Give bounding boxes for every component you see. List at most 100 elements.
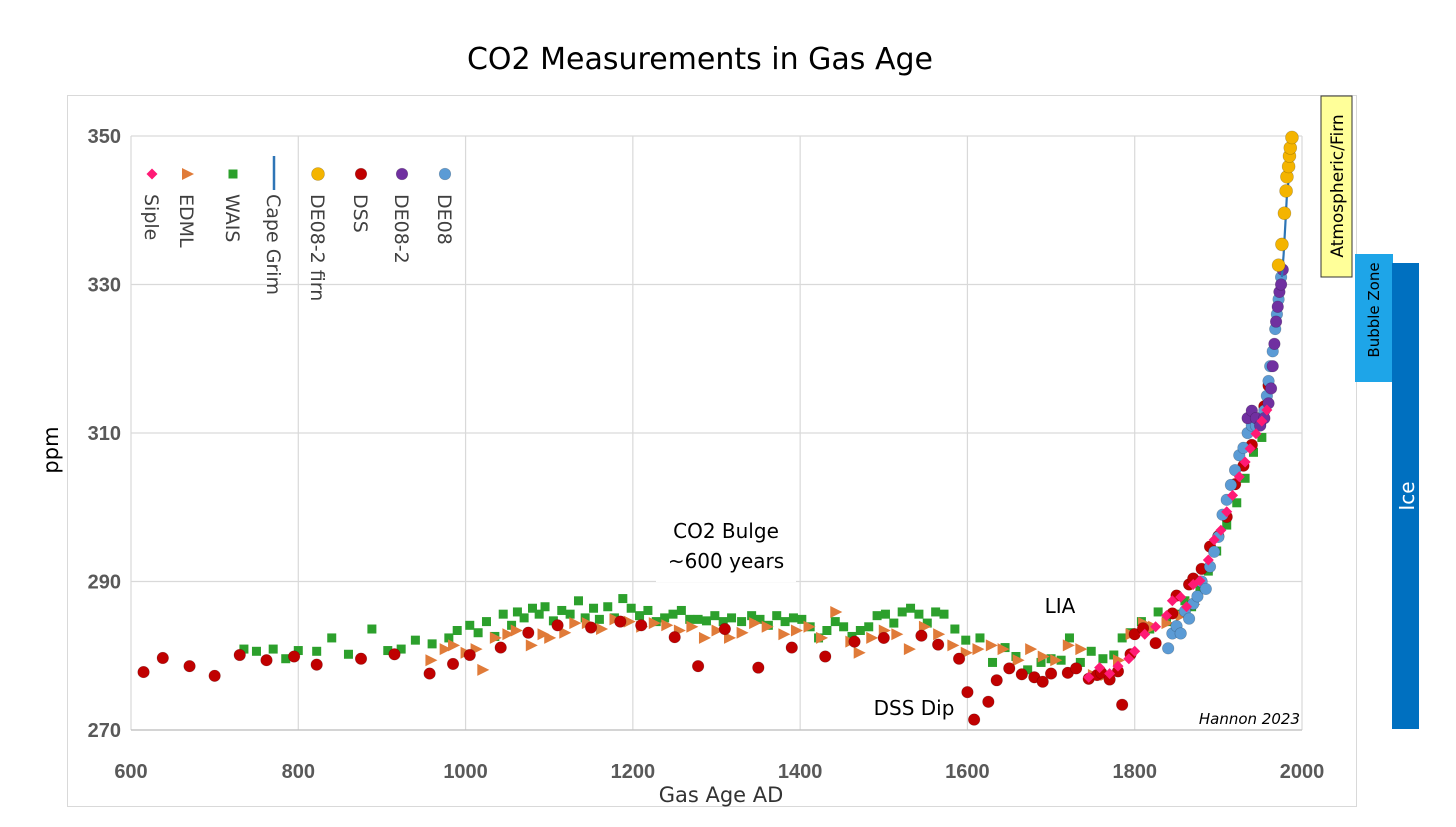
point-siple xyxy=(1233,471,1245,483)
point-wais xyxy=(327,633,337,643)
point-wais xyxy=(1086,646,1096,656)
point-dss xyxy=(156,651,169,665)
point-edml xyxy=(648,617,661,630)
zone-bubble xyxy=(1355,254,1393,382)
point-wais xyxy=(1075,657,1085,667)
legend-marker-edml xyxy=(182,168,194,180)
x-tick-label: 1000 xyxy=(443,761,488,783)
point-dss xyxy=(819,650,832,663)
point-edml xyxy=(1025,643,1038,656)
x-tick-label: 2000 xyxy=(1280,761,1325,783)
point-dss xyxy=(915,629,928,642)
point-edml xyxy=(448,639,461,652)
point-dss xyxy=(1149,637,1162,650)
legend-label-de08: DE08 xyxy=(433,194,455,245)
series-de08-2-firn xyxy=(1271,130,1299,272)
point-dss xyxy=(584,621,598,634)
point-wais xyxy=(1222,520,1232,530)
point-siple xyxy=(1215,524,1227,536)
point-edml xyxy=(510,624,523,637)
point-de08-2 xyxy=(1266,360,1279,373)
point-edml xyxy=(761,620,774,633)
point-siple xyxy=(1083,671,1095,683)
x-tick-label: 1600 xyxy=(945,761,990,783)
legend-label-de08-2: DE08-2 xyxy=(390,194,412,264)
point-de08-2 xyxy=(1264,382,1278,395)
point-wais xyxy=(889,618,899,628)
point-wais xyxy=(293,646,303,656)
legend-label-edml: EDML xyxy=(175,194,197,248)
point-wais xyxy=(1064,633,1074,643)
point-de08 xyxy=(1162,642,1175,655)
point-dss xyxy=(668,631,681,644)
point-wais xyxy=(343,649,353,659)
series-layer xyxy=(137,130,1299,726)
point-edml xyxy=(1012,654,1025,667)
point-de08-2 xyxy=(1274,278,1288,291)
point-wais xyxy=(950,624,960,634)
point-dss xyxy=(137,665,150,679)
point-de08 xyxy=(1182,612,1196,625)
point-wais xyxy=(830,617,840,627)
point-dss xyxy=(990,674,1003,687)
point-wais xyxy=(797,614,807,624)
point-wais xyxy=(676,605,686,615)
point-wais xyxy=(1248,447,1258,457)
point-edml xyxy=(559,626,572,639)
point-wais xyxy=(573,596,583,606)
legend-marker-de08-2 xyxy=(395,167,409,181)
point-siple xyxy=(1123,653,1135,665)
point-wais xyxy=(897,607,907,617)
point-siple xyxy=(1227,489,1239,501)
point-wais xyxy=(626,603,636,613)
legend-marker-de08-2-firn xyxy=(311,167,325,181)
point-siple xyxy=(1244,443,1256,455)
point-siple xyxy=(1166,595,1178,607)
annotation-bulge: CO2 Bulge xyxy=(673,519,779,543)
legend-marker-de08 xyxy=(438,167,452,181)
point-dss xyxy=(233,648,246,662)
point-wais xyxy=(1117,633,1127,643)
point-dss xyxy=(952,652,966,665)
point-wais xyxy=(922,618,932,628)
point-dss xyxy=(968,713,981,726)
point-dss xyxy=(1036,675,1049,688)
point-edml xyxy=(439,643,452,656)
zone-bars: Atmospheric/Firn Bubble Zone Ice xyxy=(1320,95,1419,729)
legend-label-cape-grim: Cape Grim xyxy=(262,194,284,295)
point-wais xyxy=(618,594,628,604)
point-wais xyxy=(1195,583,1205,593)
point-wais xyxy=(383,646,393,656)
point-siple xyxy=(1129,645,1141,657)
point-dss xyxy=(1003,662,1016,675)
point-edml xyxy=(686,620,699,633)
point-wais xyxy=(855,626,865,636)
point-wais xyxy=(281,654,291,664)
point-wais xyxy=(519,613,529,623)
point-edml xyxy=(569,617,582,630)
zone-label-atmospheric-firn: Atmospheric/Firn xyxy=(1328,114,1348,257)
point-siple xyxy=(1208,534,1220,546)
point-dss xyxy=(208,669,221,682)
point-de08 xyxy=(1224,478,1238,492)
point-siple xyxy=(1261,404,1273,416)
point-wais xyxy=(367,624,377,634)
point-edml xyxy=(425,654,438,667)
point-siple xyxy=(1250,428,1262,440)
point-edml xyxy=(596,623,609,636)
point-wais xyxy=(557,605,567,615)
point-edml xyxy=(816,631,829,644)
point-edml xyxy=(489,631,502,644)
point-edml xyxy=(997,643,1010,656)
point-wais xyxy=(603,602,613,612)
point-wais xyxy=(580,613,590,623)
point-dss xyxy=(718,622,731,636)
y-tick-label: 350 xyxy=(88,126,121,148)
zone-label-bubble: Bubble Zone xyxy=(1365,262,1383,357)
point-edml xyxy=(891,628,904,641)
point-dss xyxy=(1044,667,1058,680)
legend-label-dss: DSS xyxy=(349,194,371,233)
point-wais xyxy=(427,639,437,649)
point-siple xyxy=(1221,506,1233,518)
point-wais xyxy=(312,646,322,656)
